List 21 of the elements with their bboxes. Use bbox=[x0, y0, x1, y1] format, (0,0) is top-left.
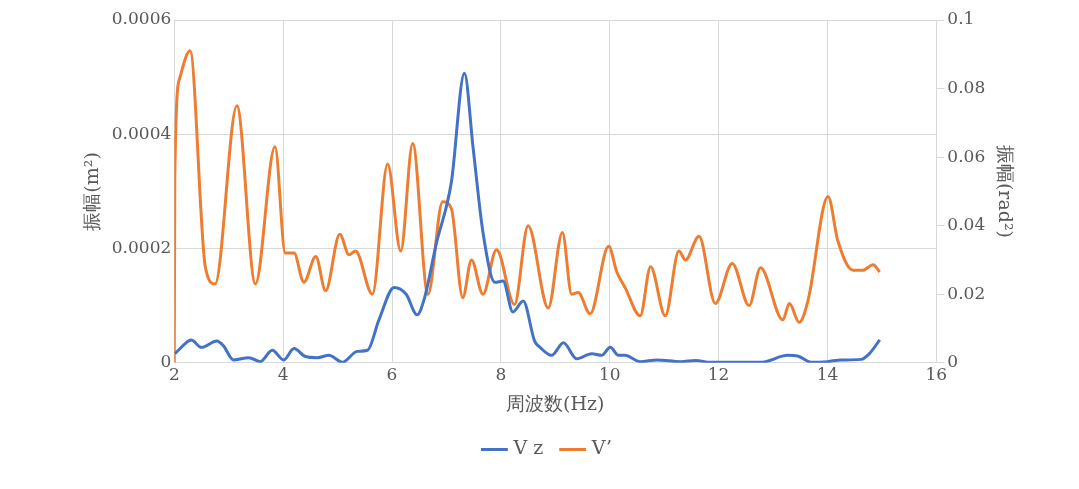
y-tick-label: 0.0006 bbox=[111, 8, 172, 29]
legend-label: V z bbox=[512, 436, 544, 459]
y2-tick-label: 0.02 bbox=[947, 282, 986, 303]
y2-tick-label: 0.04 bbox=[947, 214, 986, 235]
y2-tick-label: 0.08 bbox=[947, 76, 986, 97]
x-tick-label: 12 bbox=[707, 364, 730, 385]
x-tick-label: 4 bbox=[277, 364, 289, 385]
x-tick-label: 16 bbox=[925, 364, 948, 385]
y-axis-title: 振幅(m²) bbox=[80, 152, 103, 231]
y2-tick-label: 0.06 bbox=[947, 145, 986, 166]
y2-tick-label: 0 bbox=[947, 351, 959, 372]
x-tick-label: 8 bbox=[495, 364, 507, 385]
y2-tick-label: 0.1 bbox=[947, 8, 975, 29]
x-tick-label: 6 bbox=[386, 364, 398, 385]
y-tick-label: 0.0002 bbox=[111, 236, 172, 257]
x-tick-label: 10 bbox=[598, 364, 621, 385]
y-tick-label: 0.0004 bbox=[111, 122, 172, 143]
y2-axis-title: 振幅(rad²) bbox=[994, 144, 1017, 238]
legend-label: V’ bbox=[590, 436, 613, 459]
x-axis-title: 周波数(Hz) bbox=[506, 391, 605, 414]
x-tick-label: 14 bbox=[816, 364, 839, 385]
